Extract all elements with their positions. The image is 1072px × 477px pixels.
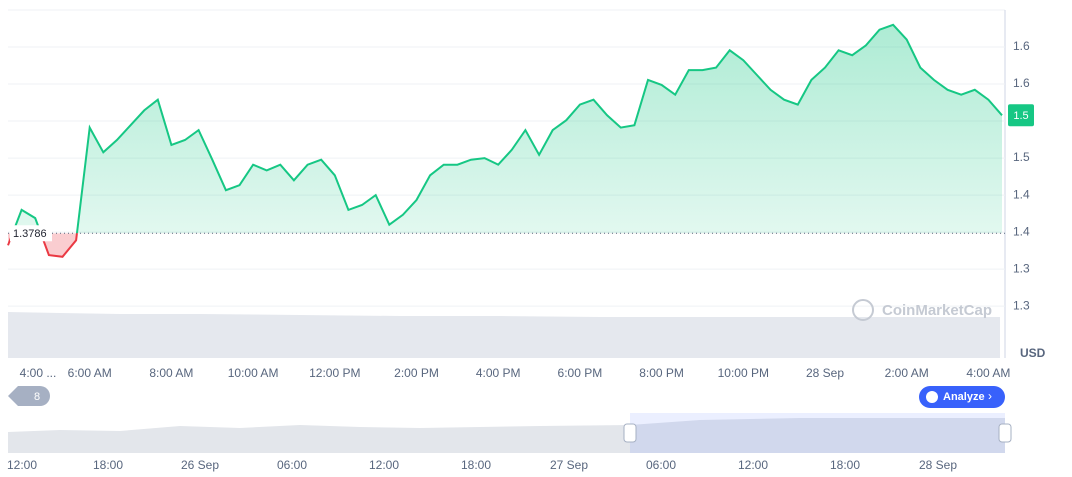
x-tick-label: 10:00 PM bbox=[718, 366, 769, 380]
y-tick-label: 1.6 bbox=[1013, 39, 1030, 53]
x-tick-label: 12:00 PM bbox=[309, 366, 360, 380]
analyze-button[interactable]: Analyze › bbox=[919, 386, 1005, 408]
watermark-logo bbox=[852, 299, 874, 321]
navigator-label: 18:00 bbox=[93, 458, 123, 472]
y-tick-label: 1.5 bbox=[1013, 150, 1030, 164]
x-tick-label: 28 Sep bbox=[806, 366, 844, 380]
area-above bbox=[12, 24, 1003, 234]
price-tag-bg bbox=[1008, 104, 1034, 127]
navigator-label: 12:00 bbox=[738, 458, 768, 472]
navigator-label: 18:00 bbox=[830, 458, 860, 472]
x-tick-label: 6:00 PM bbox=[558, 366, 603, 380]
navigator-label: 12:00 bbox=[7, 458, 37, 472]
x-tick-label: 4:00 PM bbox=[476, 366, 521, 380]
x-tick-label: 8:00 AM bbox=[149, 366, 193, 380]
navigator-label: 28 Sep bbox=[919, 458, 957, 472]
x-tick-label: 2:00 PM bbox=[394, 366, 439, 380]
navigator-handle-left[interactable] bbox=[623, 423, 637, 443]
x-tick-label: 4:00 ... bbox=[20, 366, 57, 380]
y-tick-label: 1.4 bbox=[1013, 224, 1030, 238]
badge-count[interactable]: 8 bbox=[34, 391, 40, 403]
analyze-button-bg[interactable] bbox=[919, 386, 1005, 408]
y-tick-label: 1.3 bbox=[1013, 261, 1030, 275]
navigator-label: 27 Sep bbox=[550, 458, 588, 472]
y-tick-label: 1.6 bbox=[1013, 76, 1030, 90]
navigator-label: 12:00 bbox=[369, 458, 399, 472]
currency-label: USD bbox=[1020, 346, 1046, 360]
navigator-label: 26 Sep bbox=[181, 458, 219, 472]
navigator-label: 06:00 bbox=[277, 458, 307, 472]
price-line bbox=[11, 23, 1003, 234]
x-tick-label: 2:00 AM bbox=[885, 366, 929, 380]
watermark: CoinMarketCap bbox=[882, 302, 992, 319]
badge[interactable]: 8 bbox=[8, 386, 50, 406]
badge-shape[interactable] bbox=[8, 386, 50, 406]
volume-area bbox=[8, 312, 1000, 358]
x-tick-label: 6:00 AM bbox=[68, 366, 112, 380]
x-tick-label: 10:00 AM bbox=[228, 366, 279, 380]
navigator-handle-right[interactable] bbox=[998, 423, 1012, 443]
navigator-label: 06:00 bbox=[646, 458, 676, 472]
x-tick-label: 4:00 AM bbox=[966, 366, 1010, 380]
navigator-label: 18:00 bbox=[461, 458, 491, 472]
navigator-selection[interactable] bbox=[630, 413, 1005, 453]
y-tick-label: 1.3 bbox=[1013, 298, 1030, 312]
x-tick-label: 8:00 PM bbox=[639, 366, 684, 380]
baseline-label-bg bbox=[10, 225, 52, 242]
watermark-group: CoinMarketCap bbox=[852, 299, 992, 321]
navigator-area bbox=[8, 418, 1005, 453]
price-tag: 1.5 bbox=[1013, 110, 1028, 122]
y-tick-label: 1.4 bbox=[1013, 187, 1030, 201]
baseline-label: 1.3786 bbox=[13, 228, 47, 240]
analyze-arrow[interactable]: › bbox=[988, 389, 992, 403]
analyze-label[interactable]: Analyze bbox=[943, 391, 985, 403]
analyze-icon[interactable] bbox=[926, 391, 938, 403]
